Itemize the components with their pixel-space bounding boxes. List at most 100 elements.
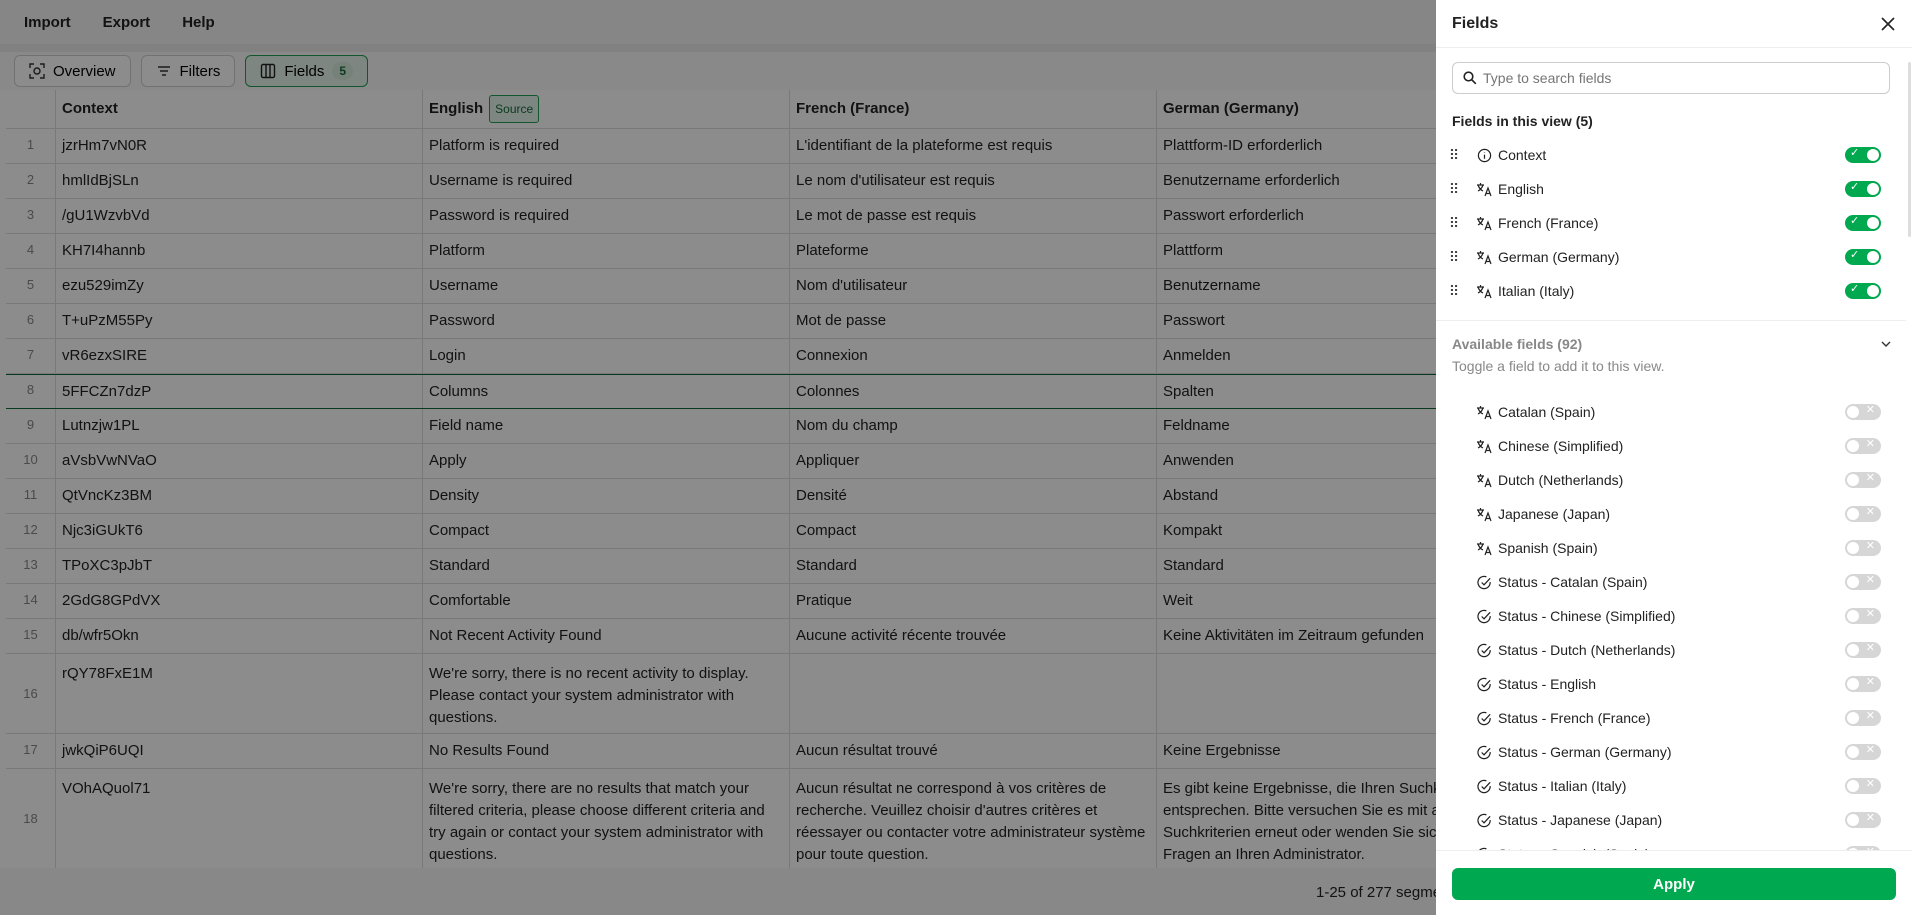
- menu-export[interactable]: Export: [102, 13, 151, 31]
- cell-english[interactable]: Login: [423, 339, 790, 373]
- cell-english[interactable]: Password is required: [423, 199, 790, 233]
- cell-german[interactable]: Kompakt: [1163, 522, 1223, 539]
- cell-english[interactable]: Password: [423, 304, 790, 338]
- drag-handle-icon[interactable]: ⠿: [1448, 248, 1459, 265]
- cell-context[interactable]: 2GdG8GPdVX: [56, 584, 423, 618]
- drag-handle-icon[interactable]: ⠿: [1448, 282, 1459, 299]
- cell-german[interactable]: Anmelden: [1163, 347, 1231, 364]
- cell-german[interactable]: Weit: [1163, 592, 1193, 609]
- cell-english[interactable]: No Results Found: [423, 734, 790, 768]
- cell-english[interactable]: We're sorry, there is no recent activity…: [423, 654, 790, 733]
- cell-english[interactable]: Username is required: [423, 164, 790, 198]
- field-toggle[interactable]: ✕: [1845, 438, 1881, 454]
- cell-french[interactable]: Mot de passe: [790, 304, 1157, 338]
- table-row[interactable]: 10 aVsbVwNVaO Apply Appliquer Anwenden: [6, 444, 1912, 479]
- cell-english[interactable]: Columns: [423, 375, 790, 408]
- cell-english[interactable]: We're sorry, there are no results that m…: [423, 769, 790, 868]
- header-french[interactable]: French (France): [790, 90, 1157, 128]
- header-context[interactable]: Context: [56, 90, 423, 128]
- field-toggle[interactable]: ✕: [1845, 506, 1881, 522]
- cell-context[interactable]: 5FFCZn7dzP: [56, 375, 423, 408]
- cell-english[interactable]: Standard: [423, 549, 790, 583]
- cell-german[interactable]: Passwort erforderlich: [1163, 207, 1304, 224]
- field-toggle[interactable]: ✕: [1845, 404, 1881, 420]
- cell-french[interactable]: Nom du champ: [790, 409, 1157, 443]
- drag-handle-icon[interactable]: ⠿: [1448, 146, 1459, 163]
- cell-french[interactable]: [790, 654, 1157, 733]
- cell-context[interactable]: ezu529imZy: [56, 269, 423, 303]
- cell-german[interactable]: Passwort: [1163, 312, 1225, 329]
- cell-context[interactable]: QtVncKz3BM: [56, 479, 423, 513]
- cell-context[interactable]: jzrHm7vN0R: [56, 129, 423, 163]
- filters-button[interactable]: Filters: [140, 55, 236, 87]
- field-toggle[interactable]: ✕: [1845, 608, 1881, 624]
- fields-button[interactable]: Fields 5: [245, 55, 369, 87]
- field-toggle[interactable]: ✕: [1845, 744, 1881, 760]
- cell-context[interactable]: rQY78FxE1M: [56, 654, 423, 733]
- table-row[interactable]: 7 vR6ezxSIRE Login Connexion Anmelden: [6, 339, 1912, 374]
- cell-context[interactable]: aVsbVwNVaO: [56, 444, 423, 478]
- cell-french[interactable]: Appliquer: [790, 444, 1157, 478]
- menu-import[interactable]: Import: [24, 13, 71, 31]
- cell-german[interactable]: Spalten: [1163, 383, 1214, 400]
- cell-german[interactable]: Keine Ergebnisse: [1163, 742, 1281, 759]
- header-english[interactable]: English Source: [423, 90, 790, 128]
- cell-french[interactable]: Pratique: [790, 584, 1157, 618]
- cell-english[interactable]: Username: [423, 269, 790, 303]
- cell-french[interactable]: Standard: [790, 549, 1157, 583]
- cell-english[interactable]: Comfortable: [423, 584, 790, 618]
- cell-french[interactable]: Densité: [790, 479, 1157, 513]
- cell-context[interactable]: hmlIdBjSLn: [56, 164, 423, 198]
- table-row[interactable]: 5 ezu529imZy Username Nom d'utilisateur Benu…: [6, 269, 1912, 304]
- field-toggle[interactable]: ✕: [1845, 846, 1881, 850]
- cell-french[interactable]: Colonnes: [790, 375, 1157, 408]
- overview-button[interactable]: Overview: [14, 55, 131, 87]
- drag-handle-icon[interactable]: ⠿: [1448, 180, 1459, 197]
- cell-french[interactable]: Le mot de passe est requis: [790, 199, 1157, 233]
- cell-german[interactable]: Standard: [1163, 557, 1224, 574]
- cell-french[interactable]: Nom d'utilisateur: [790, 269, 1157, 303]
- cell-german[interactable]: Keine Aktivitäten im Zeitraum gefunden: [1163, 627, 1424, 644]
- cell-context[interactable]: db/wfr5Okn: [56, 619, 423, 653]
- field-toggle[interactable]: ✕: [1845, 676, 1881, 692]
- field-toggle[interactable]: ✕: [1845, 812, 1881, 828]
- field-toggle[interactable]: ✕: [1845, 642, 1881, 658]
- cell-context[interactable]: vR6ezxSIRE: [56, 339, 423, 373]
- cell-english[interactable]: Platform is required: [423, 129, 790, 163]
- cell-context[interactable]: T+uPzM55Py: [56, 304, 423, 338]
- cell-french[interactable]: L'identifiant de la plateforme est requi…: [790, 129, 1157, 163]
- field-toggle[interactable]: ✕: [1845, 710, 1881, 726]
- cell-german[interactable]: Es gibt keine Ergebnisse, die Ihren Such…: [1163, 780, 1441, 863]
- cell-english[interactable]: Field name: [423, 409, 790, 443]
- table-row[interactable]: 16 rQY78FxE1M We're sorry, there is no rec…: [6, 654, 1912, 734]
- field-toggle[interactable]: ✓: [1845, 181, 1881, 197]
- cell-english[interactable]: Not Recent Activity Found: [423, 619, 790, 653]
- cell-context[interactable]: /gU1WzvbVd: [56, 199, 423, 233]
- cell-german[interactable]: Abstand: [1163, 487, 1219, 504]
- cell-german[interactable]: Plattform-ID erforderlich: [1163, 137, 1323, 154]
- search-fields-input[interactable]: [1483, 70, 1863, 86]
- field-toggle[interactable]: ✕: [1845, 540, 1881, 556]
- cell-english[interactable]: Density: [423, 479, 790, 513]
- cell-german[interactable]: Benutzername: [1163, 277, 1261, 294]
- cell-english[interactable]: Compact: [423, 514, 790, 548]
- table-row[interactable]: 1 jzrHm7vN0R Platform is required L'identif…: [6, 129, 1912, 164]
- field-toggle[interactable]: ✓: [1845, 283, 1881, 299]
- cell-english[interactable]: Apply: [423, 444, 790, 478]
- cell-french[interactable]: Aucun résultat trouvé: [790, 734, 1157, 768]
- cell-german[interactable]: Plattform: [1163, 242, 1224, 259]
- close-icon[interactable]: [1880, 16, 1896, 32]
- table-row[interactable]: 4 KH7I4hannb Platform Plateforme Plattform: [6, 234, 1912, 269]
- cell-german[interactable]: Benutzername erforderlich: [1163, 172, 1340, 189]
- cell-german[interactable]: Anwenden: [1163, 452, 1234, 469]
- cell-french[interactable]: Le nom d'utilisateur est requis: [790, 164, 1157, 198]
- menu-help[interactable]: Help: [182, 13, 215, 31]
- table-row[interactable]: 3/gU1WzvbVd Password is required Le mot de…: [6, 199, 1912, 234]
- cell-english[interactable]: Platform: [423, 234, 790, 268]
- cell-context[interactable]: Lutnzjw1PL: [56, 409, 423, 443]
- field-toggle[interactable]: ✓: [1845, 147, 1881, 163]
- cell-context[interactable]: TPoXC3pJbT: [56, 549, 423, 583]
- cell-french[interactable]: Aucun résultat ne correspond à vos critè…: [790, 769, 1157, 868]
- drag-handle-icon[interactable]: ⠿: [1448, 214, 1459, 231]
- cell-context[interactable]: VOhAQuol71: [56, 769, 423, 868]
